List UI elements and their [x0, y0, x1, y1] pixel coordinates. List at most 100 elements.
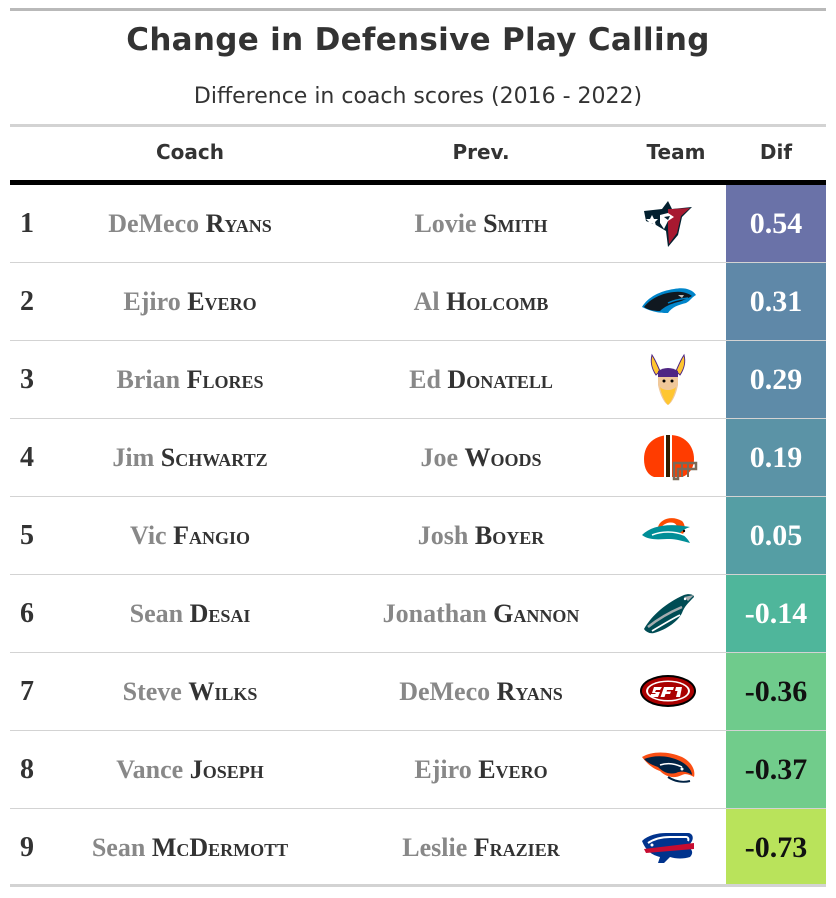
dif-cell: 0.29 [726, 341, 826, 418]
column-header-dif: Dif [759, 140, 793, 164]
rank-cell: 2 [20, 286, 34, 317]
prev-last-name: Smith [483, 209, 548, 238]
denver-broncos-logo [638, 741, 698, 797]
rank-cell: 5 [20, 520, 34, 551]
coach-first-name: Steve [122, 677, 182, 706]
prev-first-name: Josh [417, 521, 469, 550]
coach-first-name: Brian [116, 365, 181, 394]
prev-first-name: Lovie [414, 209, 477, 238]
coach-cell: Vance Joseph [44, 731, 336, 808]
prev-first-name: Ed [409, 365, 441, 394]
houston-texans-logo [638, 195, 698, 251]
row-divider [10, 418, 826, 419]
table-row: 6 Sean Desai Jonathan Gannon -0.14 [10, 575, 826, 653]
coach-cell: DeMeco Ryans [44, 185, 336, 262]
prev-last-name: Frazier [473, 833, 560, 862]
row-divider [10, 730, 826, 731]
top-rule [10, 8, 826, 11]
coach-cell: Brian Flores [44, 341, 336, 418]
minnesota-vikings-logo [638, 351, 698, 407]
row-divider [10, 652, 826, 653]
rank-cell: 3 [20, 364, 34, 395]
column-header-coach: Coach [155, 140, 224, 164]
dif-cell: -0.14 [726, 575, 826, 652]
rank-cell: 9 [20, 832, 34, 863]
dif-cell: -0.73 [726, 809, 826, 886]
prev-coach-cell: Ejiro Evero [336, 731, 626, 808]
coach-cell: Ejiro Evero [44, 263, 336, 340]
prev-coach-cell: Joe Woods [336, 419, 626, 496]
prev-first-name: Joe [420, 443, 459, 472]
dif-cell: -0.36 [726, 653, 826, 730]
table-row: 5 Vic Fangio Josh Boyer 0.05 [10, 497, 826, 575]
table-row: 9 Sean McDermott Leslie Frazier -0.73 [10, 809, 826, 887]
coach-first-name: Sean [129, 599, 184, 628]
rank-cell: 4 [20, 442, 34, 473]
coach-cell: Vic Fangio [44, 497, 336, 574]
coach-last-name: Schwartz [160, 443, 268, 472]
table-row: 7 Steve Wilks DeMeco Ryans -0.36 [10, 653, 826, 731]
prev-coach-cell: Al Holcomb [336, 263, 626, 340]
prev-coach-cell: Leslie Frazier [336, 809, 626, 886]
table-row: 3 Brian Flores Ed Donatell 0.29 [10, 341, 826, 419]
column-header-prev: Prev. [452, 140, 510, 164]
coach-last-name: Joseph [189, 755, 264, 784]
dif-cell: 0.54 [726, 185, 826, 262]
san-francisco-49ers-logo [638, 663, 698, 719]
table-row: 8 Vance Joseph Ejiro Evero -0.37 [10, 731, 826, 809]
bottom-rule [10, 884, 826, 887]
coach-last-name: Flores [186, 365, 264, 394]
cleveland-browns-logo [638, 429, 698, 485]
coach-last-name: Fangio [173, 521, 250, 550]
coach-first-name: Vance [116, 755, 184, 784]
prev-coach-cell: DeMeco Ryans [336, 653, 626, 730]
row-divider [10, 262, 826, 263]
coach-first-name: Ejiro [123, 287, 181, 316]
prev-last-name: Woods [464, 443, 542, 472]
coach-cell: Jim Schwartz [44, 419, 336, 496]
prev-first-name: Ejiro [414, 755, 472, 784]
table-title: Change in Defensive Play Calling [126, 22, 710, 58]
coach-cell: Sean McDermott [44, 809, 336, 886]
rank-cell: 8 [20, 754, 34, 785]
rank-cell: 7 [20, 676, 34, 707]
prev-last-name: Boyer [474, 521, 545, 550]
coach-first-name: Jim [112, 443, 155, 472]
coach-last-name: McDermott [151, 833, 289, 862]
coach-cell: Steve Wilks [44, 653, 336, 730]
philadelphia-eagles-logo [638, 585, 698, 641]
subtitle-rule [10, 124, 826, 127]
prev-coach-cell: Josh Boyer [336, 497, 626, 574]
coach-first-name: Vic [130, 521, 167, 550]
rank-cell: 6 [20, 598, 34, 629]
coach-last-name: Wilks [188, 677, 258, 706]
carolina-panthers-logo [638, 273, 698, 329]
prev-coach-cell: Lovie Smith [336, 185, 626, 262]
prev-last-name: Ryans [496, 677, 563, 706]
rank-cell: 1 [20, 208, 34, 239]
dif-cell: 0.05 [726, 497, 826, 574]
prev-first-name: Al [413, 287, 440, 316]
prev-last-name: Evero [478, 755, 548, 784]
table-subtitle: Difference in coach scores (2016 - 2022) [193, 84, 643, 109]
table-row: 4 Jim Schwartz Joe Woods 0.19 [10, 419, 826, 497]
dif-cell: -0.37 [726, 731, 826, 808]
header-rule [10, 180, 826, 185]
buffalo-bills-logo [638, 819, 698, 875]
coach-last-name: Ryans [205, 209, 272, 238]
row-divider [10, 340, 826, 341]
coach-cell: Sean Desai [44, 575, 336, 652]
dif-cell: 0.19 [726, 419, 826, 496]
row-divider [10, 808, 826, 809]
prev-first-name: Leslie [402, 833, 468, 862]
column-header-team: Team [646, 140, 706, 164]
prev-coach-cell: Jonathan Gannon [336, 575, 626, 652]
dif-cell: 0.31 [726, 263, 826, 340]
table-row: 2 Ejiro Evero Al Holcomb 0.31 [10, 263, 826, 341]
prev-coach-cell: Ed Donatell [336, 341, 626, 418]
coach-first-name: Sean [91, 833, 146, 862]
row-divider [10, 496, 826, 497]
coach-first-name: DeMeco [108, 209, 200, 238]
table-row: 1 DeMeco Ryans Lovie Smith 0.54 [10, 185, 826, 263]
prev-last-name: Holcomb [446, 287, 549, 316]
